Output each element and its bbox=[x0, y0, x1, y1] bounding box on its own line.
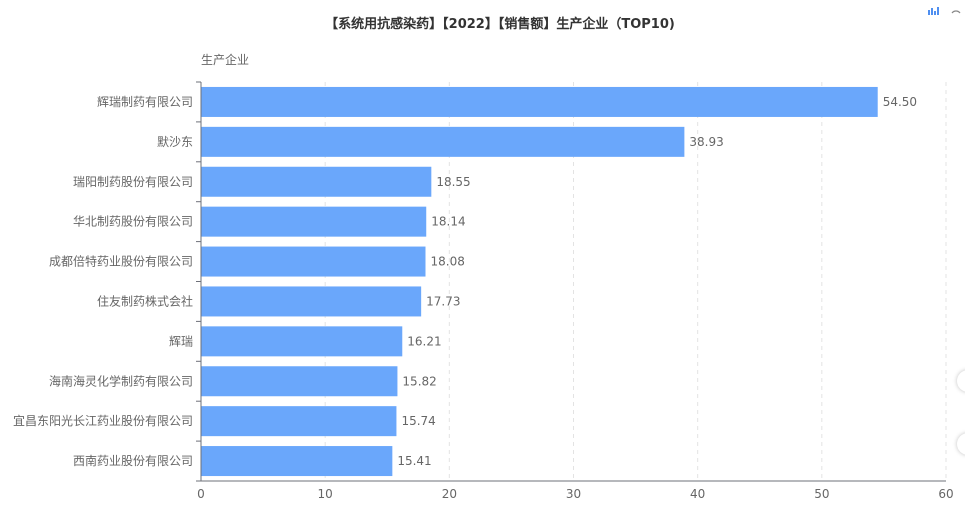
bar-value-label: 15.74 bbox=[401, 414, 435, 428]
x-tick-label: 20 bbox=[442, 487, 457, 501]
bar-chart-icon[interactable] bbox=[928, 0, 940, 15]
bar[interactable] bbox=[201, 406, 397, 437]
bar-value-label: 15.41 bbox=[397, 454, 431, 468]
bar-value-label: 16.21 bbox=[407, 334, 441, 348]
x-tick-label: 50 bbox=[814, 487, 829, 501]
chart-title: 【系统用抗感染药】【2022】【销售额】生产企业（TOP10) bbox=[325, 16, 675, 32]
x-tick-label: 10 bbox=[318, 487, 333, 501]
bar[interactable] bbox=[201, 86, 878, 117]
bar-value-label: 17.73 bbox=[426, 294, 460, 308]
bar-value-label: 54.50 bbox=[883, 95, 917, 109]
bar-value-label: 15.82 bbox=[402, 374, 436, 388]
x-tick-label: 60 bbox=[938, 487, 953, 501]
category-label: 海南海灵化学制药有限公司 bbox=[49, 373, 193, 388]
axes: 0 10 20 30 40 50 60 辉瑞制药有限公司默沙东瑞阳制药股份有限公司华北制药股份… bbox=[13, 81, 954, 501]
bar-value-label: 18.55 bbox=[436, 175, 470, 189]
category-label: 默沙东 bbox=[157, 134, 193, 149]
refresh-icon[interactable] bbox=[950, 0, 962, 14]
bar[interactable] bbox=[201, 366, 398, 397]
bar[interactable] bbox=[201, 126, 685, 157]
category-label: 华北制药股份有限公司 bbox=[73, 215, 193, 229]
category-label: 住友制药株式会社 bbox=[97, 293, 193, 308]
bar-value-label: 18.08 bbox=[430, 255, 464, 269]
bar[interactable] bbox=[201, 206, 427, 237]
x-tick-label: 0 bbox=[197, 487, 205, 501]
bar[interactable] bbox=[201, 446, 393, 477]
bar[interactable] bbox=[201, 246, 426, 277]
side-scroll-handle-bottom[interactable] bbox=[957, 433, 965, 455]
bar-value-label: 18.14 bbox=[431, 215, 465, 229]
category-label: 成都倍特药业股份有限公司 bbox=[49, 254, 193, 269]
bar[interactable] bbox=[201, 166, 432, 197]
bar-value-label: 38.93 bbox=[689, 135, 723, 149]
side-scroll-handle-top[interactable] bbox=[957, 370, 965, 392]
y-axis-name: 生产企业 bbox=[201, 52, 249, 67]
category-label: 辉瑞 bbox=[169, 334, 193, 348]
x-tick-label: 30 bbox=[566, 487, 581, 501]
x-tick-label: 40 bbox=[690, 487, 705, 501]
category-label: 瑞阳制药股份有限公司 bbox=[73, 175, 193, 189]
bar[interactable] bbox=[201, 286, 422, 317]
bars: 54.50 38.93 18.55 18.14 18.08 17.73 16.21 15.82… bbox=[201, 86, 917, 477]
category-label: 辉瑞制药有限公司 bbox=[97, 95, 193, 109]
category-label: 西南药业股份有限公司 bbox=[73, 453, 193, 468]
category-label: 宜昌东阳光长江药业股份有限公司 bbox=[13, 413, 193, 428]
bar[interactable] bbox=[201, 326, 403, 357]
